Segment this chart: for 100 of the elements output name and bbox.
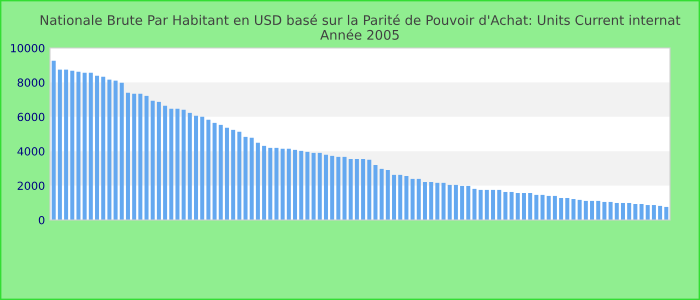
bar <box>658 206 662 220</box>
bar <box>578 200 582 220</box>
bar <box>422 182 427 220</box>
bar <box>336 156 340 220</box>
bar <box>286 148 291 220</box>
bar <box>460 186 464 220</box>
bar <box>354 158 359 220</box>
bar <box>392 174 396 220</box>
y-tick-label: 8000 <box>18 78 44 87</box>
bar <box>466 186 470 220</box>
bar <box>237 132 242 220</box>
bar <box>596 200 600 220</box>
bar <box>367 160 372 220</box>
bar <box>206 120 210 220</box>
bar <box>559 198 564 220</box>
bar <box>150 100 155 220</box>
bar <box>590 200 594 220</box>
bar <box>200 116 204 220</box>
bar <box>101 76 106 220</box>
bar <box>194 116 198 220</box>
bar <box>410 178 415 220</box>
y-tick-label: 4000 <box>17 147 44 156</box>
y-tick-label: 10000 <box>11 44 44 52</box>
bar <box>646 205 650 220</box>
bar <box>218 124 223 220</box>
bar <box>163 106 168 220</box>
bar <box>244 136 248 220</box>
y-tick-label: 0 <box>38 216 44 224</box>
bar <box>348 158 353 220</box>
bar <box>280 148 285 220</box>
bar <box>380 168 384 220</box>
bar <box>95 76 100 220</box>
bar <box>664 206 668 220</box>
bar <box>138 94 142 220</box>
bar <box>398 174 402 220</box>
bar <box>472 188 476 220</box>
bar <box>503 192 508 220</box>
bar <box>70 70 74 220</box>
bar <box>552 196 557 220</box>
bar <box>58 70 62 220</box>
bar <box>528 192 532 220</box>
bar <box>299 150 304 220</box>
bar <box>614 202 619 220</box>
bar <box>602 202 606 220</box>
bar <box>330 156 334 220</box>
bar <box>454 184 458 220</box>
bar <box>126 92 130 220</box>
bar <box>404 176 408 220</box>
bar <box>212 122 217 220</box>
chart-title: Nationale Brute Par Habitant en USD basé sur la Parité de Pouvoir d'Achat: Units Current internat Année 2005 <box>40 14 680 40</box>
y-tick-label: 6000 <box>18 112 44 122</box>
bar <box>534 194 538 220</box>
bar <box>52 60 56 220</box>
bar <box>442 182 446 220</box>
bar <box>497 190 502 220</box>
bar <box>620 202 625 220</box>
bar <box>76 72 80 220</box>
bar <box>231 130 236 220</box>
bar <box>114 80 118 220</box>
bar <box>416 178 421 220</box>
bar <box>224 128 229 220</box>
bar <box>546 196 551 220</box>
bar <box>144 96 149 220</box>
bar <box>640 204 644 220</box>
bar <box>64 70 68 220</box>
bar <box>256 142 260 220</box>
bar <box>120 82 124 220</box>
bar <box>361 158 366 220</box>
bar <box>584 200 588 220</box>
bar <box>274 148 278 220</box>
bar <box>491 190 496 220</box>
bar <box>293 150 298 220</box>
bar <box>373 164 378 220</box>
bar <box>318 152 322 220</box>
bar <box>516 192 520 220</box>
bar <box>312 152 316 220</box>
bar <box>169 108 174 220</box>
bar <box>448 184 452 220</box>
bar <box>324 154 328 220</box>
bar <box>182 110 186 220</box>
y-tick-label: 2000 <box>18 182 44 190</box>
bar <box>633 204 638 220</box>
bar <box>132 94 136 220</box>
bar <box>305 152 310 220</box>
bar <box>342 156 347 220</box>
bar <box>250 138 254 220</box>
bar <box>627 202 632 220</box>
bar <box>88 72 93 220</box>
bar <box>435 182 440 220</box>
bar <box>268 148 272 220</box>
bar <box>188 112 192 220</box>
bar <box>565 198 570 220</box>
bar <box>175 108 180 220</box>
bar <box>262 146 266 220</box>
bar <box>522 192 526 220</box>
bar <box>608 202 613 220</box>
bar <box>652 205 656 220</box>
bar <box>82 72 87 220</box>
bar <box>571 199 576 220</box>
bar <box>156 102 161 220</box>
